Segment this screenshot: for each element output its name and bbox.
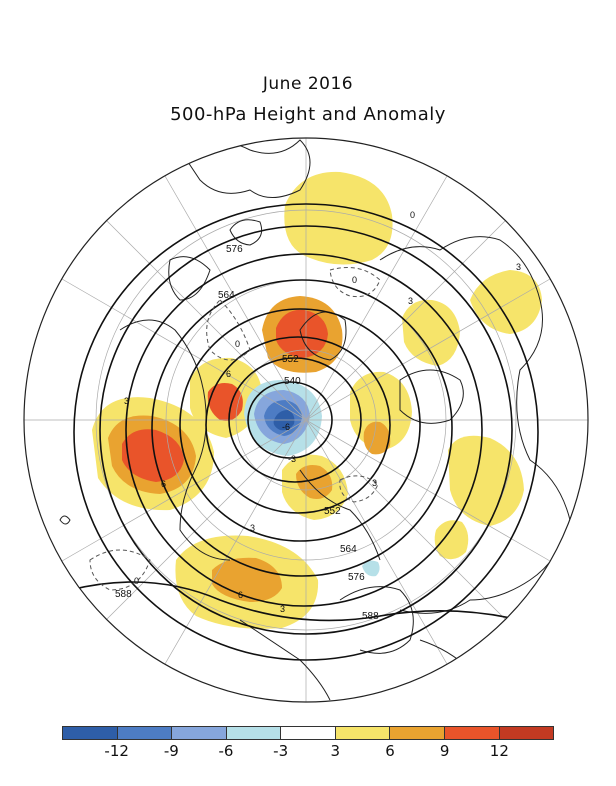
colorbar-tick-label: -3 — [273, 742, 289, 760]
anomaly-pos-east-asia — [448, 435, 524, 526]
contour-552 — [205, 336, 391, 514]
colorbar-tick-label: -12 — [104, 742, 129, 760]
height-label: 576 — [348, 572, 365, 583]
contour-582 — [73, 203, 539, 661]
colorbar-box — [390, 727, 445, 739]
height-label: 564 — [340, 544, 357, 555]
colorbar-tick-label: -6 — [218, 742, 234, 760]
map-border — [23, 137, 589, 703]
colorbar-tick-label: 12 — [489, 742, 509, 760]
contour-558 — [179, 308, 421, 542]
height-labels: 576 564 552 540 552 564 576 588 588 — [115, 244, 379, 622]
graticule — [24, 138, 588, 702]
anomaly-label: 3 — [250, 523, 255, 533]
colorbar-tick-label: -9 — [163, 742, 179, 760]
contour-564 — [151, 279, 453, 577]
anomaly-pos-pacific-core — [122, 429, 184, 482]
colorbar-box — [444, 727, 500, 739]
anomaly-pos-japan — [434, 520, 469, 560]
anomaly-label: 3 — [124, 396, 129, 406]
contour-576 — [99, 225, 513, 635]
anomaly-shading — [92, 171, 542, 629]
colorbar-tick-label: 3 — [330, 742, 341, 760]
colorbar-box — [226, 727, 282, 739]
anomaly-pos-north-atlantic — [284, 171, 393, 265]
colorbar-box — [335, 727, 391, 739]
height-label: 588 — [362, 611, 379, 622]
map-title: June 2016 — [262, 74, 354, 94]
anomaly-label: 6 — [238, 590, 243, 600]
colorbar — [62, 726, 554, 740]
colorbar-box — [281, 727, 336, 739]
height-label: 588 — [115, 589, 132, 600]
anomaly-label: 3 — [372, 478, 377, 488]
anomaly-pos-ural — [470, 270, 542, 334]
anomaly-label: -3 — [288, 454, 296, 464]
height-label: 552 — [282, 354, 299, 365]
contour-570 — [125, 253, 483, 607]
contour-540 — [247, 381, 333, 459]
anomaly-neg-japan-sea — [362, 560, 380, 577]
colorbar-box — [117, 727, 173, 739]
anomaly-pos-north-pacific-core — [212, 557, 282, 602]
map-subtitle: 500-hPa Height and Anomaly — [170, 104, 446, 125]
anomaly-label: 3 — [516, 262, 521, 272]
anomaly-label: 3 — [280, 604, 285, 614]
anomaly-pos-greenland-core — [276, 309, 328, 358]
anomaly-label: 3 — [408, 296, 413, 306]
anomaly-label: 0 — [235, 339, 240, 349]
contour-546 — [228, 357, 362, 483]
anomaly-label: 6 — [226, 369, 231, 379]
height-label: 576 — [226, 244, 243, 255]
anomaly-label: 0 — [410, 210, 415, 220]
height-label: 540 — [284, 376, 301, 387]
colorbar-box — [172, 727, 227, 739]
anomaly-label: 0 — [134, 576, 139, 586]
anomaly-label: 0 — [352, 275, 357, 285]
height-label: 564 — [218, 290, 235, 301]
colorbar-box — [499, 727, 554, 739]
anomaly-pos-siberia-core — [296, 465, 333, 499]
colorbar-box — [63, 727, 118, 739]
height-label: 552 — [324, 506, 341, 517]
contour-588 — [69, 581, 521, 622]
anomaly-pos-central-asia-core — [363, 421, 391, 455]
anomaly-label: 6 — [161, 479, 166, 489]
colorbar-tick-label: 9 — [439, 742, 450, 760]
colorbar-tick-label: 6 — [385, 742, 395, 760]
anomaly-pos-europe — [402, 299, 460, 366]
anomaly-label: -6 — [282, 422, 290, 432]
anomaly-zero-contours — [89, 267, 381, 591]
height-contours — [69, 203, 539, 661]
anomaly-pos-canada-core — [207, 383, 243, 421]
anomaly-labels: 3 3 6 6 3 3 6 3 3 0 0 0 -3 -6 0 — [124, 210, 521, 614]
